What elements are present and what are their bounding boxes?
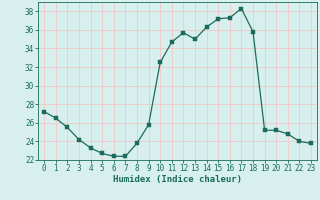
X-axis label: Humidex (Indice chaleur): Humidex (Indice chaleur) [113,175,242,184]
